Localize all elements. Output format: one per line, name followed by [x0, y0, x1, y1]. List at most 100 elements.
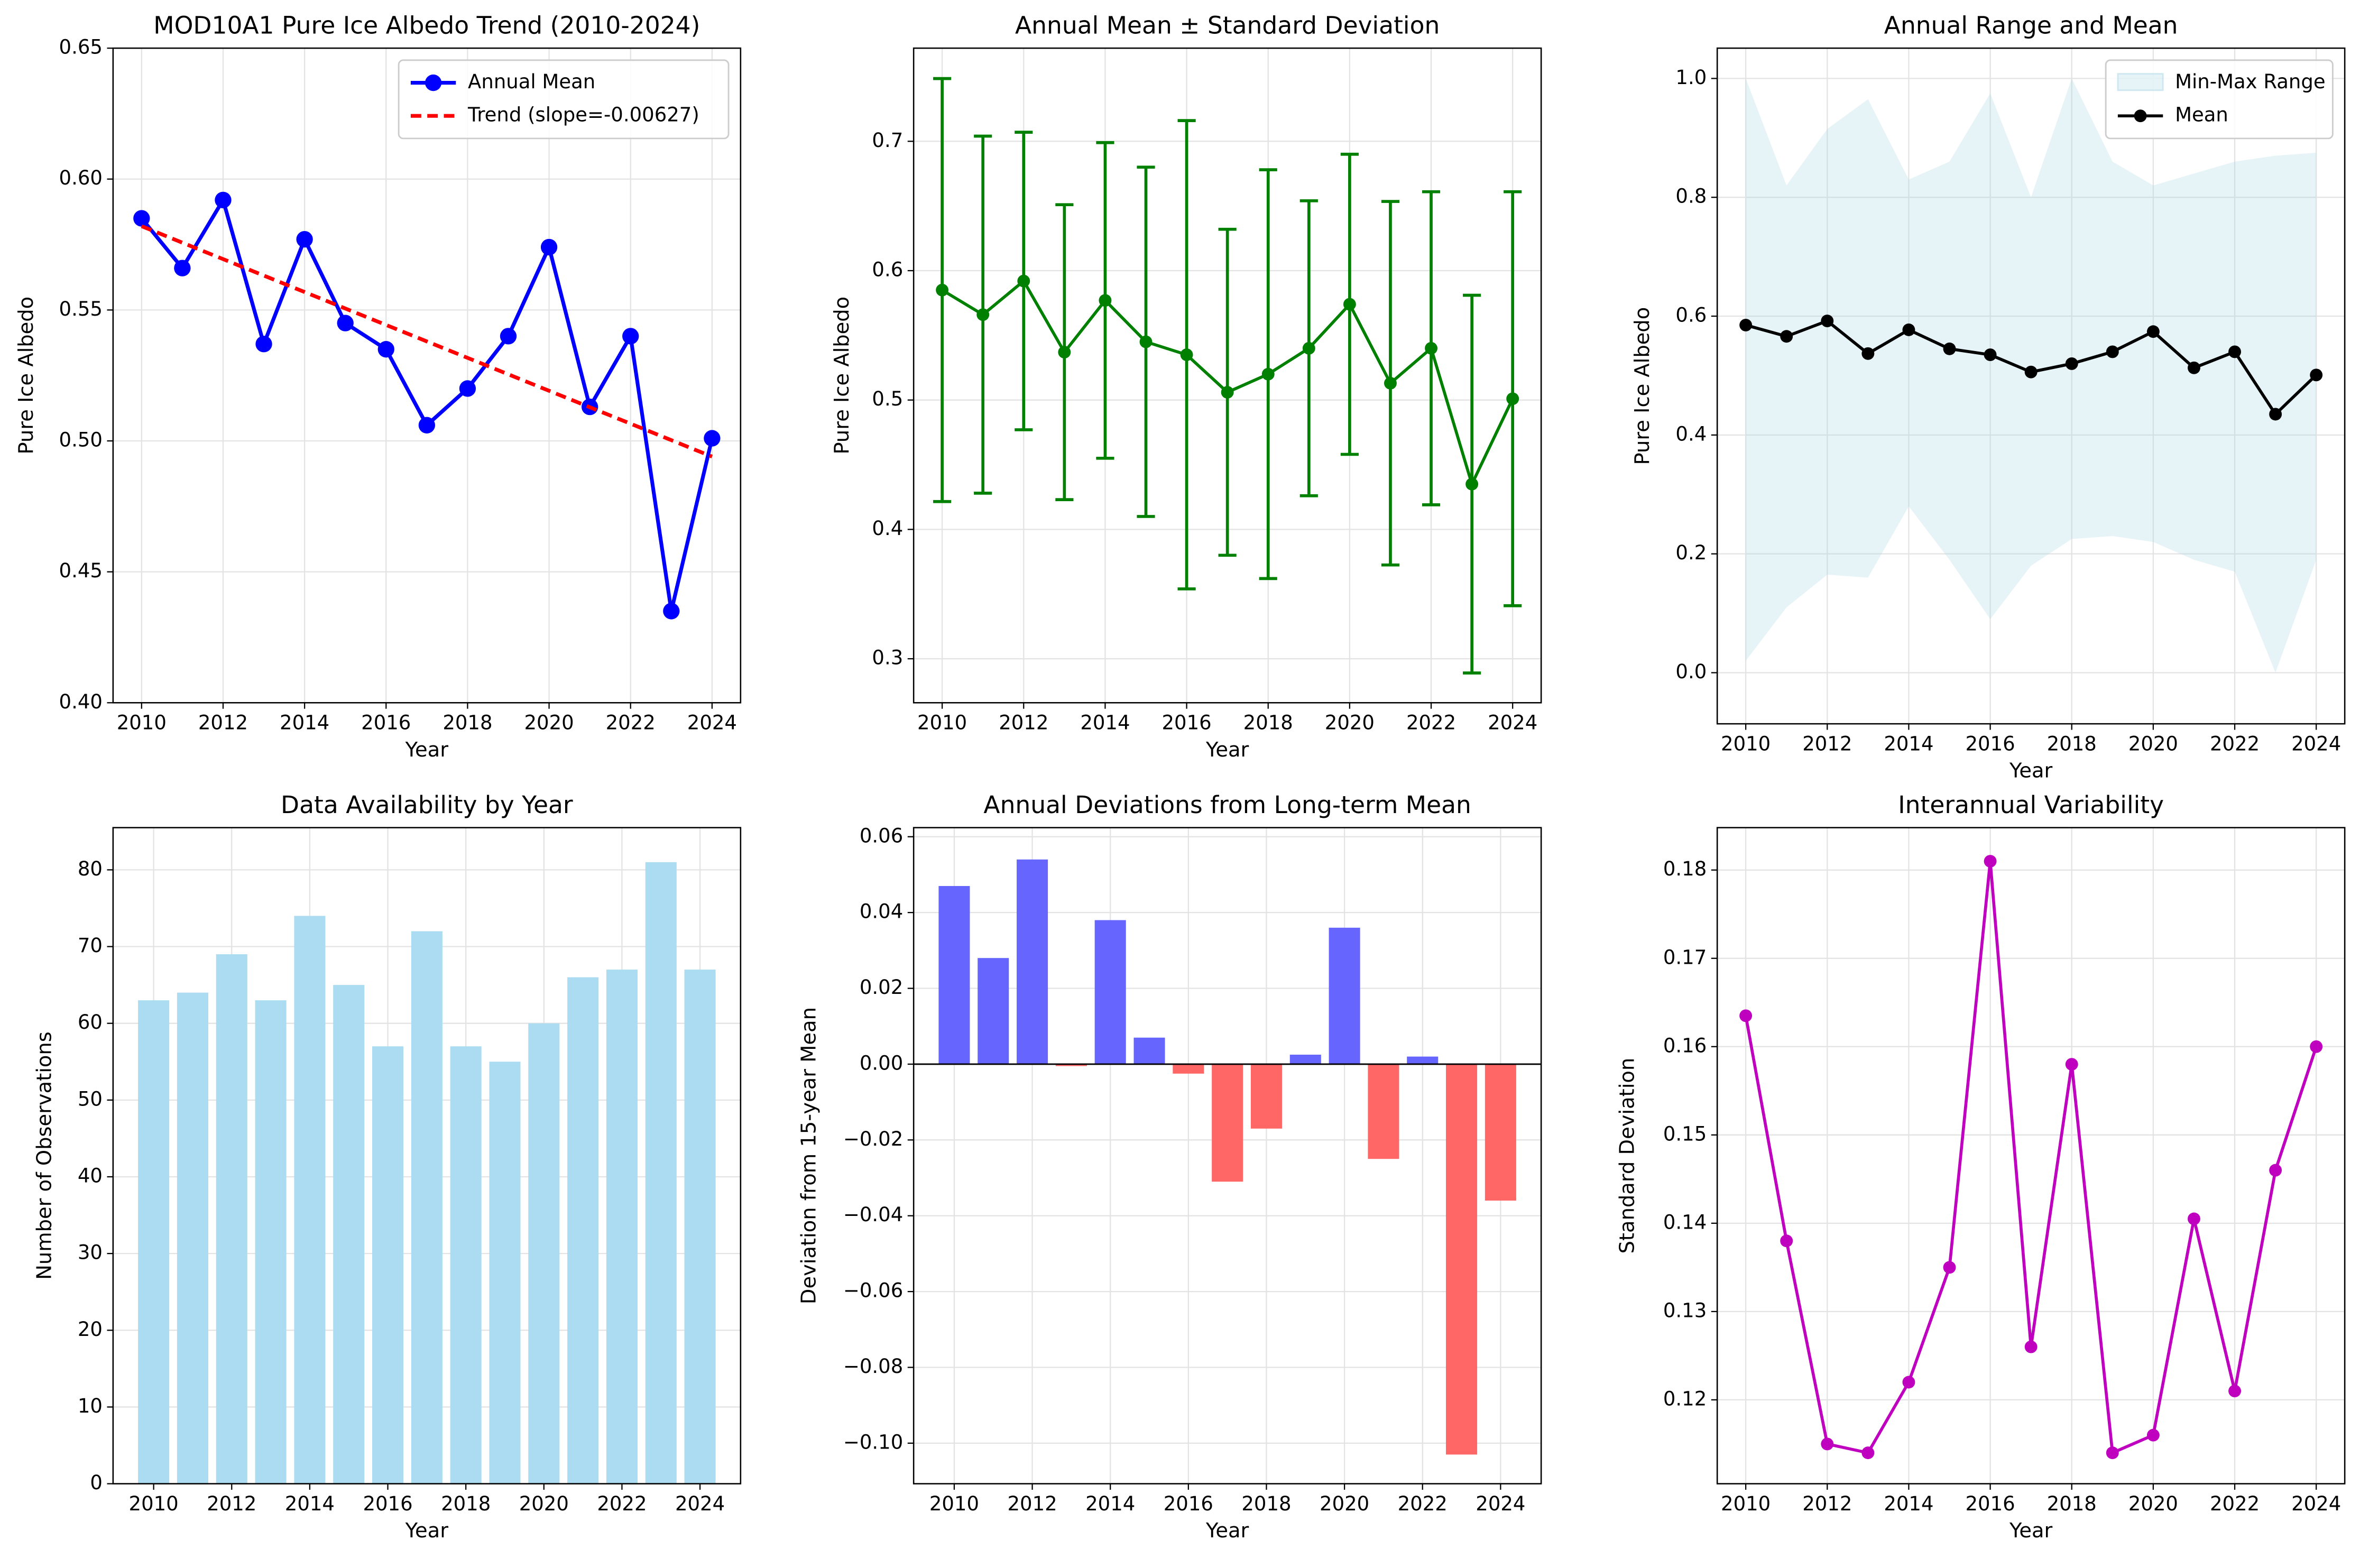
y-tick-label: 0.6 [1675, 304, 1707, 327]
x-tick-label: 2016 [1966, 732, 2015, 755]
bar [138, 1000, 170, 1484]
x-tick-label: 2020 [1325, 712, 1375, 734]
bar [177, 992, 208, 1484]
x-tick-label: 2020 [519, 1492, 569, 1515]
chart-title: Annual Mean ± Standard Deviation [1015, 12, 1440, 40]
legend-label: Trend (slope=-0.00627) [467, 104, 699, 126]
marker [418, 417, 436, 433]
bar [333, 985, 365, 1484]
marker [1902, 1376, 1915, 1389]
x-tick-label: 2014 [1085, 1492, 1135, 1515]
bar [1329, 927, 1360, 1064]
y-tick-label: 0.12 [1663, 1387, 1707, 1410]
y-axis-label: Pure Ice Albedo [1630, 307, 1654, 465]
legend-marker [2134, 109, 2147, 123]
marker [215, 191, 232, 209]
marker [2146, 325, 2160, 338]
x-tick-label: 2018 [441, 1492, 491, 1515]
marker [2310, 368, 2323, 382]
x-tick-label: 2018 [1243, 712, 1293, 734]
y-tick-label: 0.6 [872, 258, 903, 281]
legend-box [398, 59, 730, 140]
subplot: 2010 2012 2014 2016 2018 2020 2022 2024 0.40 0.45… [14, 12, 742, 762]
marker [704, 430, 721, 447]
marker [1425, 342, 1437, 355]
x-tick-label: 2016 [1966, 1492, 2015, 1515]
bar [1368, 1064, 1399, 1159]
x-tick-label: 2024 [2291, 732, 2341, 755]
axes-frame [112, 47, 742, 704]
chart-title: Annual Deviations from Long-term Mean [983, 791, 1471, 819]
y-tick-label: 0.15 [1663, 1122, 1707, 1145]
y-tick-label: 0.4 [872, 517, 903, 540]
y-tick-label: 0.00 [860, 1052, 903, 1074]
y-axis-label: Pure Ice Albedo [830, 297, 854, 455]
x-tick-label: 2020 [2128, 732, 2178, 755]
y-tick-label: 0.7 [872, 129, 903, 152]
x-tick-label: 2022 [1406, 712, 1456, 734]
x-tick-label: 2012 [198, 712, 248, 734]
x-tick-label: 2010 [1721, 732, 1771, 755]
x-axis-label: Year [1205, 1519, 1249, 1543]
bar [489, 1062, 521, 1484]
axes-frame [1716, 47, 2346, 725]
axes-frame [912, 47, 1542, 704]
marker [1739, 318, 1753, 331]
marker [2024, 1340, 2038, 1353]
bar [216, 954, 247, 1484]
x-tick-label: 2012 [1802, 732, 1852, 755]
bar [1446, 1064, 1478, 1455]
y-tick-label: 20 [78, 1318, 103, 1341]
y-tick-label: 0.02 [860, 976, 903, 999]
marker [2228, 1385, 2242, 1398]
marker [1739, 1009, 1753, 1022]
x-tick-label: 2014 [1884, 1492, 1933, 1515]
x-axis-label: Year [2009, 759, 2053, 783]
marker [500, 328, 517, 345]
x-tick-label: 2014 [1884, 732, 1933, 755]
bar [1133, 1037, 1165, 1064]
marker [1506, 392, 1519, 405]
x-tick-label: 2018 [1241, 1492, 1291, 1515]
x-tick-label: 2018 [443, 712, 492, 734]
y-tick-label: 0.60 [59, 167, 103, 189]
y-tick-label: −0.04 [843, 1203, 903, 1226]
bar [606, 970, 638, 1484]
x-tick-label: 2012 [1802, 1492, 1852, 1515]
marker [1984, 855, 1997, 868]
marker [255, 336, 272, 353]
bar [372, 1046, 404, 1484]
marker [1384, 376, 1397, 390]
marker [663, 603, 680, 620]
marker [1984, 348, 1997, 362]
bar [255, 1000, 287, 1484]
marker [337, 315, 354, 331]
marker [2188, 361, 2200, 374]
subplot: 2010 2012 2014 2016 2018 2020 2022 2024 0 10 20 30 4… [32, 791, 742, 1543]
y-tick-label: 0.8 [1675, 185, 1707, 208]
x-tick-label: 2010 [929, 1492, 979, 1515]
y-tick-label: 0.40 [59, 690, 103, 713]
x-tick-label: 2018 [2047, 732, 2097, 755]
y-tick-label: 0.04 [860, 900, 903, 923]
marker [1302, 342, 1315, 355]
bar [567, 977, 599, 1484]
marker [976, 308, 990, 321]
marker [459, 380, 476, 397]
bar [938, 886, 970, 1064]
marker [1780, 1234, 1793, 1248]
marker [1943, 1261, 1956, 1274]
y-tick-label: 0.0 [1675, 660, 1707, 683]
x-tick-label: 2012 [207, 1492, 256, 1515]
marker [1058, 346, 1071, 359]
marker [2310, 1040, 2323, 1053]
bar [1250, 1064, 1283, 1129]
x-tick-label: 2020 [2128, 1492, 2178, 1515]
y-axis-label: Pure Ice Albedo [14, 297, 38, 455]
y-tick-label: 0.50 [59, 429, 103, 451]
x-tick-label: 2016 [363, 1492, 412, 1515]
x-axis-label: Year [405, 738, 449, 762]
x-tick-label: 2016 [361, 712, 411, 734]
marker [1180, 348, 1193, 361]
